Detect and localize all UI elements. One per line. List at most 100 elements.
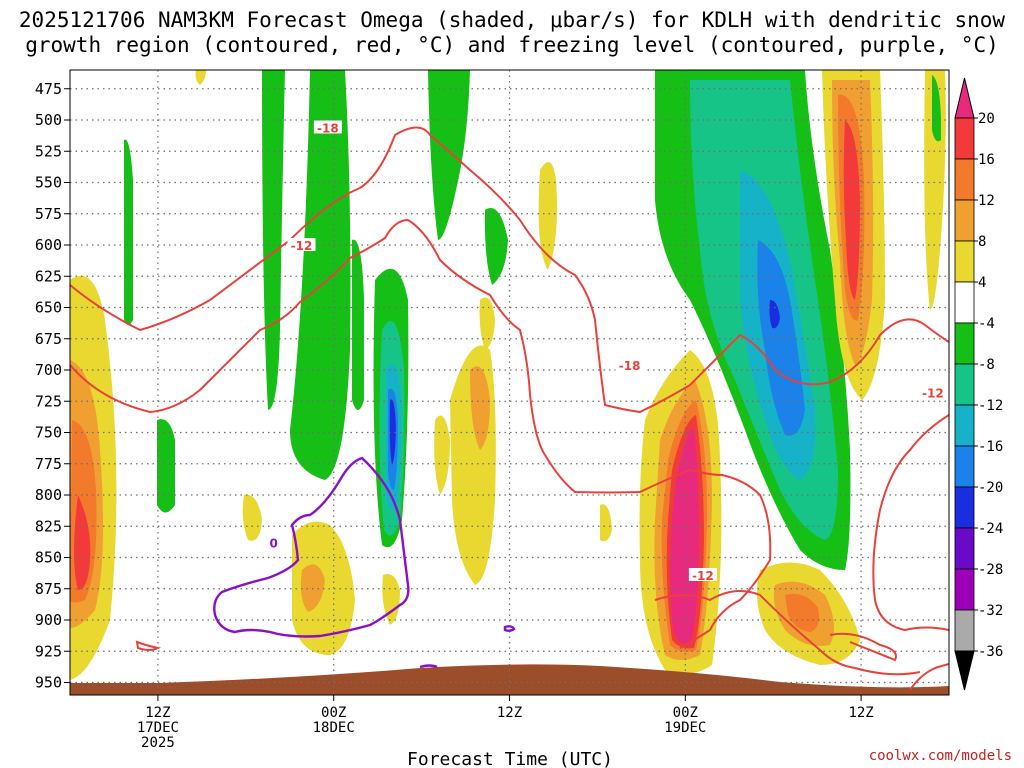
contour-label: -12 bbox=[291, 239, 313, 253]
omega-red-farright bbox=[843, 120, 860, 300]
pressure-tick-label: 800 bbox=[35, 486, 62, 504]
colorbar-label: -36 bbox=[978, 644, 1003, 660]
colorbar-label: -20 bbox=[978, 480, 1003, 496]
colorbar-label: -12 bbox=[978, 398, 1003, 414]
colorbar-swatch bbox=[954, 527, 975, 570]
pressure-gridlines bbox=[70, 88, 949, 684]
contour-label-bg bbox=[615, 358, 644, 371]
omega-orange-e bbox=[470, 366, 490, 450]
omega-green-2 bbox=[157, 419, 175, 513]
time-tick-label: 12Z bbox=[848, 705, 873, 721]
contour-label: -12 bbox=[922, 387, 944, 401]
omega-yellow-a bbox=[195, 70, 206, 85]
omega-magenta-right bbox=[670, 428, 700, 646]
colorbar-label: 4 bbox=[978, 275, 986, 291]
omega-green-7 bbox=[428, 70, 470, 240]
chart-title-line2: growth region (contoured, red, °C) and f… bbox=[25, 33, 999, 57]
colorbar-label: -8 bbox=[978, 357, 995, 373]
ground-terrain bbox=[70, 664, 949, 695]
pressure-tick-label: 725 bbox=[35, 392, 62, 410]
colorbar-label: -16 bbox=[978, 439, 1003, 455]
pressure-tick-label: 775 bbox=[35, 455, 62, 473]
pressure-tick-label: 575 bbox=[35, 205, 62, 223]
contour-label-bg bbox=[267, 535, 280, 549]
freezing-contour-dot bbox=[503, 625, 516, 632]
dendritic-contour-right-bottom bbox=[909, 663, 949, 691]
time-tick-label: 19DEC bbox=[664, 720, 706, 736]
omega-blue-right bbox=[757, 240, 805, 436]
colorbar-swatch bbox=[954, 158, 975, 201]
time-tick-label: 17DEC bbox=[137, 720, 179, 736]
dendritic-contour-lower-right bbox=[829, 632, 897, 662]
dendritic-contour-small-left bbox=[135, 640, 162, 651]
contour-label: 0 bbox=[269, 537, 277, 551]
omega-green-4 bbox=[290, 70, 351, 480]
colorbar-top-arrow bbox=[954, 77, 975, 119]
pressure-tick-label: 500 bbox=[35, 111, 62, 129]
colorbar-label: -4 bbox=[978, 316, 995, 332]
pressure-tick-label: 525 bbox=[35, 142, 62, 160]
pressure-tick-label: 700 bbox=[35, 361, 62, 379]
pressure-tick-label: 600 bbox=[35, 236, 62, 254]
omega-green-8 bbox=[484, 208, 508, 285]
x-axis-label: Forecast Time (UTC) bbox=[407, 749, 613, 768]
colorbar-label: -32 bbox=[978, 603, 1003, 619]
freezing-contours bbox=[213, 456, 516, 669]
omega-left-red bbox=[74, 495, 91, 590]
pressure-tick-label: 850 bbox=[35, 549, 62, 567]
omega-shading bbox=[70, 70, 946, 680]
omega-colorbar: 20 16 12 8 4 -4 -8 -12 -16 -20 -24 -28 -32 -36 bbox=[954, 77, 1003, 691]
freezing-contour-zero bbox=[213, 456, 410, 638]
contour-label-bg bbox=[918, 385, 947, 399]
colorbar-label: 12 bbox=[978, 193, 995, 209]
colorbar-label: -28 bbox=[978, 562, 1003, 578]
pressure-tick-label: 475 bbox=[35, 80, 62, 98]
colorbar-swatch bbox=[954, 568, 975, 611]
pressure-tick-label: 875 bbox=[35, 580, 62, 598]
dendritic-contour-minus12-main bbox=[70, 218, 772, 649]
omega-yellow-b bbox=[242, 494, 262, 541]
chart-title-line1: 2025121706 NAM3KM Forecast Omega (shaded… bbox=[19, 8, 1006, 32]
pressure-tick-label: 650 bbox=[35, 299, 62, 317]
colorbar-label: 20 bbox=[978, 111, 995, 127]
time-tick-label: 12Z bbox=[497, 705, 522, 721]
pressure-tick-label: 750 bbox=[35, 424, 62, 442]
freezing-contour-ground bbox=[419, 664, 438, 669]
contour-label-bg bbox=[287, 238, 316, 251]
omega-yellow-g bbox=[479, 297, 495, 350]
contour-label-bg bbox=[313, 120, 342, 134]
colorbar-swatch bbox=[954, 404, 975, 447]
colorbar-label: 8 bbox=[978, 234, 986, 250]
dendritic-contour-minus12-lower bbox=[654, 590, 921, 676]
pressure-tick-label: 675 bbox=[35, 330, 62, 348]
contour-label: -18 bbox=[317, 122, 339, 136]
omega-yellow-i bbox=[600, 504, 612, 542]
pressure-tick-label: 550 bbox=[35, 174, 62, 192]
colorbar-bottom-arrow bbox=[954, 650, 975, 691]
colorbar-swatch bbox=[954, 609, 975, 652]
omega-darkorange-lowright bbox=[785, 593, 819, 632]
omega-yellow-f bbox=[434, 415, 450, 495]
contour-labels: -18 -12 -18 -12 -12 0 bbox=[267, 120, 947, 583]
colorbar-swatch bbox=[954, 240, 975, 283]
dendritic-contour-right-loop bbox=[872, 414, 949, 632]
colorbar-swatch bbox=[954, 117, 975, 160]
time-tick-label: 12Z bbox=[145, 705, 170, 721]
pressure-tick-label: 950 bbox=[35, 674, 62, 692]
colorbar-swatch bbox=[954, 322, 975, 365]
omega-yellow-h bbox=[538, 162, 557, 270]
colorbar-swatch bbox=[954, 486, 975, 529]
pressure-tick-label: 625 bbox=[35, 267, 62, 285]
colorbar-swatch bbox=[954, 281, 975, 324]
omega-dblue-center bbox=[389, 399, 396, 465]
pressure-tick-label: 925 bbox=[35, 642, 62, 660]
contour-label-bg bbox=[688, 568, 717, 581]
pressure-axis: 475 500 525 550 575 600 625 650 675 700 725 750 775 8… bbox=[35, 80, 70, 692]
pressure-tick-label: 825 bbox=[35, 517, 62, 535]
credit-text: coolwx.com/models bbox=[869, 748, 1012, 764]
time-tick-label: 18DEC bbox=[313, 720, 355, 736]
time-tick-label: 00Z bbox=[321, 705, 346, 721]
plot-area: -18 -12 -18 -12 -12 0 bbox=[70, 70, 949, 695]
omega-dblue-right bbox=[769, 300, 780, 329]
